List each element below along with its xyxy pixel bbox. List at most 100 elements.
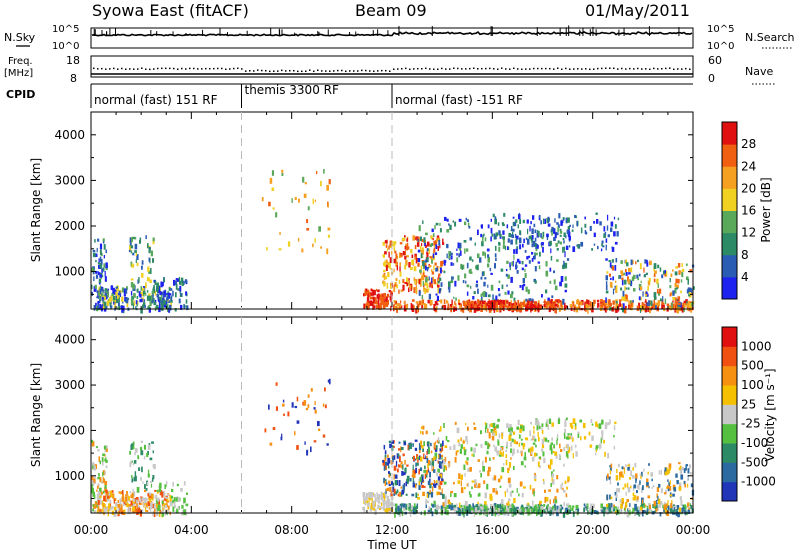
echo-cell [416,303,419,309]
echo-cell [480,276,483,280]
echo-cell [677,279,680,284]
echo-cell [428,448,430,455]
echo-cell [524,250,527,253]
echo-cell [282,403,285,407]
echo-cell [598,423,602,429]
echo-cell [109,503,112,508]
echo-cell [526,238,530,245]
echo-cell [377,293,380,298]
echo-cell [436,303,439,306]
echo-cell [432,486,434,492]
echo-cell [607,214,609,221]
echo-cell [683,480,686,485]
echo-cell [532,305,534,310]
echo-cell [488,305,490,308]
echo-cell [97,238,100,242]
echo-cell [437,491,441,495]
echo-cell [424,465,426,470]
echo-cell [470,447,473,452]
echo-cell [101,295,105,299]
freq-label-1: Freq. [8,56,33,67]
echo-cell [512,260,514,267]
echo-cell [403,301,405,304]
echo-cell [630,470,632,477]
echo-cell [494,216,497,220]
echo-cell [533,305,536,309]
echo-cell [143,302,146,307]
echo-cell [364,502,367,506]
echo-cell [166,497,169,502]
freq-dot [669,67,671,69]
echo-cell [444,445,448,448]
echo-cell [477,504,480,509]
echo-cell [589,507,591,513]
echo-cell [179,289,181,294]
echo-cell [659,512,662,517]
echo-cell [541,242,544,246]
echo-cell [649,504,651,510]
echo-cell [624,285,626,291]
echo-cell [669,285,672,289]
echo-cell [150,268,152,274]
echo-cell [646,508,649,513]
echo-cell [507,274,510,279]
echo-cell [185,305,187,308]
echo-cell [162,294,165,300]
echo-cell [103,306,105,310]
echo-cell [654,510,657,513]
echo-cell [117,306,119,310]
echo-cell [460,474,463,480]
echo-cell [662,302,665,305]
echo-cell [304,441,306,445]
freq-dot [185,68,187,70]
echo-cell [97,449,100,452]
echo-cell [479,509,483,514]
freq-dot [609,67,611,69]
echo-cell [367,293,370,299]
echo-cell [448,257,451,260]
echo-cell [93,478,96,483]
echo-cell [610,277,612,280]
echo-cell [169,288,173,291]
echo-cell [272,207,275,210]
echo-cell [393,284,397,287]
echo-cell [140,286,143,291]
echo-cell [105,507,109,511]
echo-cell [434,504,436,508]
freq-dot [161,67,163,70]
echo-cell [676,284,679,289]
echo-cell [609,262,612,268]
echo-cell [636,274,639,279]
echo-cell [313,440,317,443]
freq-dot [673,68,675,71]
echo-cell [506,441,509,447]
echo-cell [117,500,119,504]
echo-cell [109,499,112,504]
echo-cell [440,426,442,432]
echo-cell [158,289,161,294]
echo-cell [112,299,116,303]
echo-cell [437,278,440,283]
echo-cell [467,426,469,431]
colorbar-tick-label: 4 [741,270,749,284]
echo-cell [149,295,152,300]
echo-cell [436,299,438,303]
echo-cell [399,507,403,513]
echo-cell [464,304,467,308]
echo-cell [398,252,401,258]
echo-cell [559,241,562,245]
echo-cell [687,509,691,514]
echo-cell [500,268,504,272]
echo-cell [566,258,570,261]
echo-cell [107,510,109,517]
echo-cell [475,305,478,312]
echo-cell [420,253,423,259]
echo-cell [448,502,452,505]
echo-cell [176,483,179,487]
echo-cell [418,479,421,486]
echo-cell [400,446,402,453]
echo-cell [690,483,693,488]
echo-cell [425,281,427,286]
echo-cell [112,287,115,294]
